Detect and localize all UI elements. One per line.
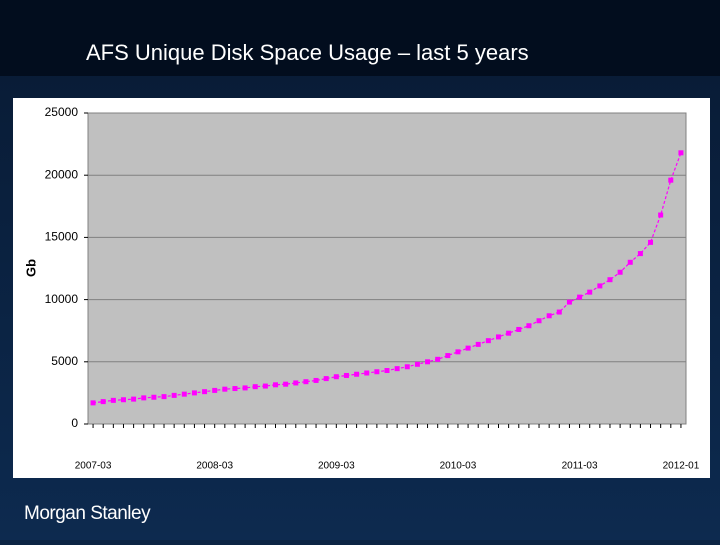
- data-point: [668, 177, 674, 183]
- data-point: [232, 386, 238, 392]
- data-point: [100, 399, 106, 405]
- data-point: [556, 309, 562, 315]
- x-tick-label: 2010-03: [440, 461, 477, 472]
- data-point: [252, 384, 258, 390]
- data-point: [364, 370, 370, 376]
- data-point: [445, 353, 451, 359]
- y-tick-label: 20000: [45, 167, 79, 181]
- x-tick-label: 2012-01: [663, 461, 700, 472]
- data-point: [90, 400, 96, 406]
- y-tick-label: 0: [71, 416, 78, 430]
- x-tick-label: 2007-03: [75, 461, 112, 472]
- x-tick-label: 2011-03: [562, 461, 598, 472]
- data-point: [475, 341, 481, 347]
- x-tick-label: 2008-03: [196, 461, 233, 472]
- data-point: [171, 392, 177, 398]
- data-point: [141, 395, 147, 401]
- data-point: [283, 381, 289, 387]
- data-point: [577, 294, 583, 300]
- data-point: [161, 394, 167, 400]
- data-point: [617, 269, 623, 275]
- data-point: [485, 338, 491, 344]
- data-point: [131, 396, 137, 402]
- y-tick-label: 5000: [51, 354, 78, 368]
- data-point: [120, 397, 126, 403]
- y-axis-label: Gb: [23, 259, 38, 277]
- data-point: [678, 150, 684, 156]
- y-tick-label: 25000: [45, 105, 79, 119]
- data-point: [262, 383, 268, 389]
- data-point: [202, 389, 208, 395]
- data-point: [607, 277, 613, 283]
- data-point: [343, 372, 349, 378]
- data-point: [242, 385, 248, 391]
- y-tick-label: 15000: [45, 230, 79, 244]
- data-point: [273, 382, 279, 388]
- data-point: [566, 299, 572, 305]
- data-point: [191, 390, 197, 396]
- data-point: [435, 356, 441, 362]
- slide-title: AFS Unique Disk Space Usage – last 5 yea…: [86, 40, 529, 65]
- data-point: [546, 313, 552, 319]
- data-point: [323, 376, 329, 382]
- data-point: [597, 283, 603, 289]
- plot-area: [87, 112, 687, 425]
- data-point: [648, 239, 654, 245]
- data-point: [425, 359, 431, 365]
- data-point: [212, 387, 218, 393]
- data-point: [293, 380, 299, 386]
- title-bar: [0, 0, 720, 76]
- data-point: [465, 345, 471, 351]
- data-point: [506, 330, 512, 336]
- x-tick-label: 2009-03: [318, 461, 355, 472]
- data-point: [374, 369, 380, 375]
- data-point: [333, 374, 339, 380]
- data-point: [303, 379, 309, 385]
- data-point: [110, 397, 116, 403]
- data-point: [222, 386, 228, 392]
- data-point: [394, 366, 400, 372]
- data-point: [354, 371, 360, 377]
- data-point: [404, 364, 410, 370]
- data-point: [516, 326, 522, 332]
- data-point: [151, 394, 157, 400]
- data-point: [658, 212, 664, 218]
- data-point: [313, 377, 319, 383]
- data-point: [495, 334, 501, 340]
- data-point: [627, 259, 633, 265]
- data-point: [384, 368, 390, 374]
- data-point: [181, 391, 187, 397]
- data-point: [536, 318, 542, 324]
- data-point: [637, 251, 643, 257]
- data-point: [414, 361, 420, 367]
- data-point: [526, 323, 532, 329]
- y-tick-label: 10000: [45, 292, 79, 306]
- data-point: [455, 349, 461, 355]
- data-point: [587, 289, 593, 295]
- brand-logo: Morgan Stanley: [24, 503, 151, 524]
